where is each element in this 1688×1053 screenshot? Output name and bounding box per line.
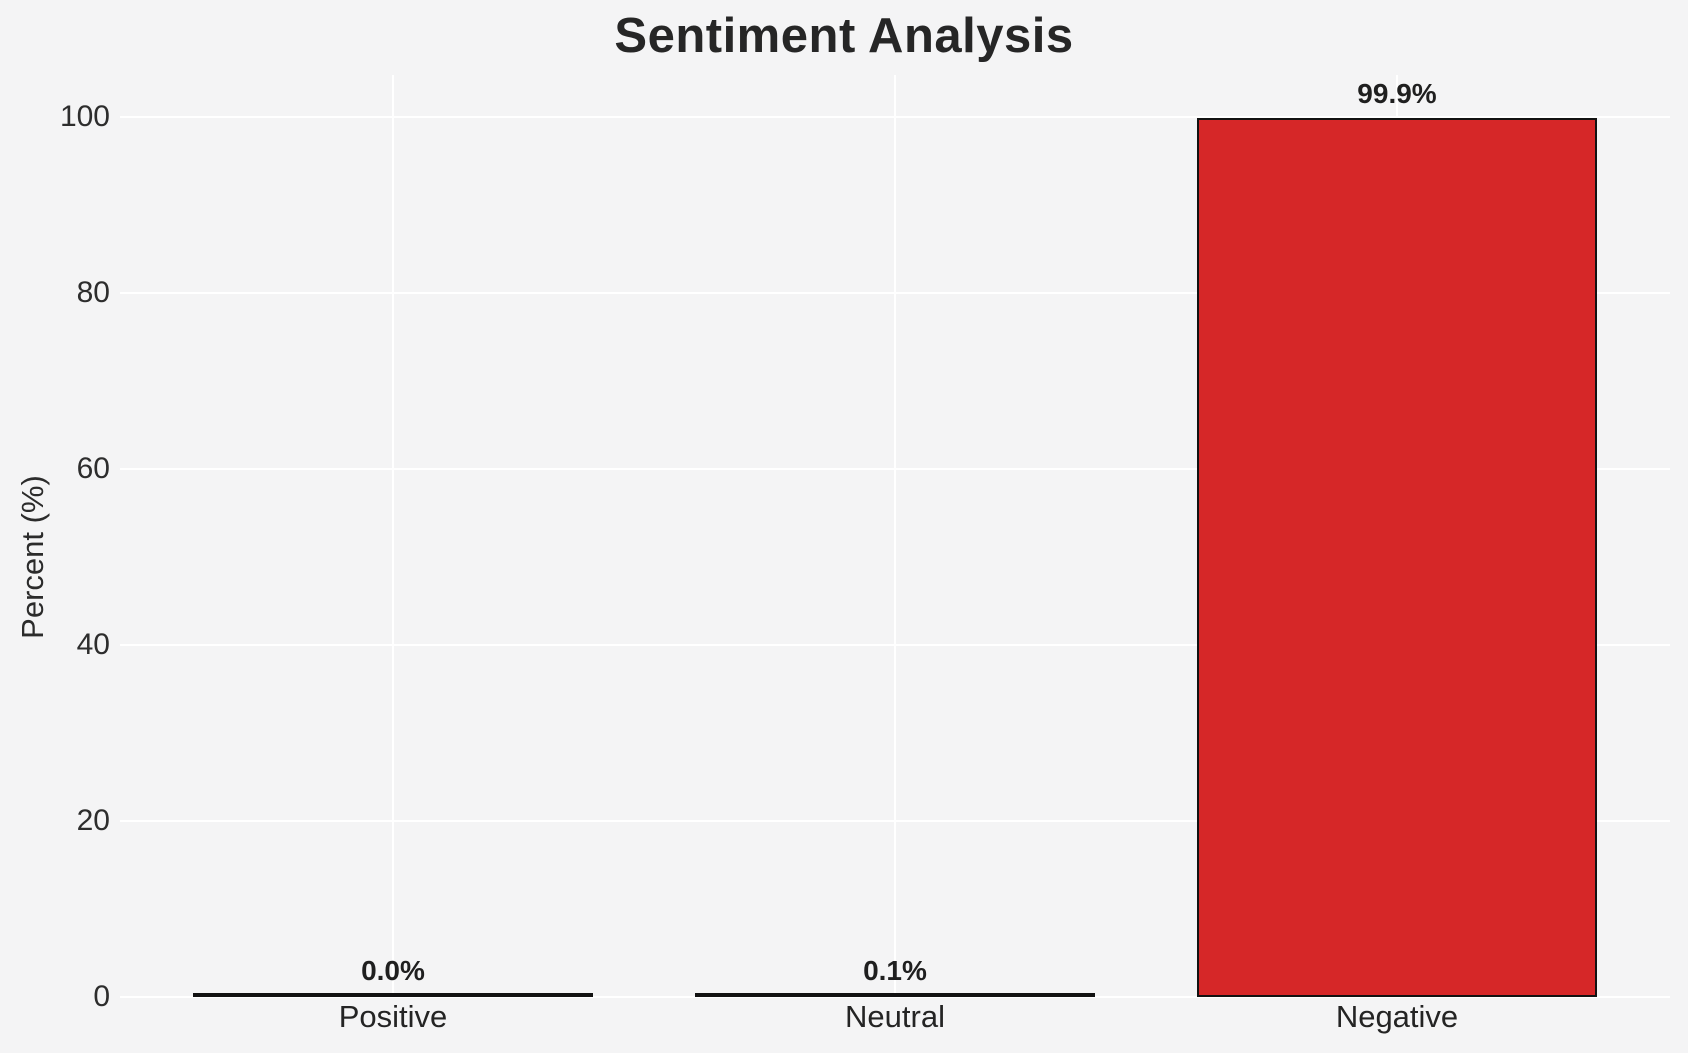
x-tick-label-negative: Negative [1335, 999, 1459, 1034]
bar-positive [193, 993, 593, 997]
y-tick-label: 100 [59, 100, 110, 134]
bar-value-label: 99.9% [1357, 78, 1437, 109]
y-axis-label: Percent (%) [15, 475, 50, 639]
chart-title: Sentiment Analysis [614, 9, 1074, 63]
bar-negative [1197, 118, 1597, 997]
bar-value-label: 0.1% [863, 955, 927, 986]
plot-area: 0.0% 0.1% 99.9% [120, 75, 1670, 998]
y-tick-label: 60 [76, 452, 110, 486]
x-tick-label-neutral: Neutral [845, 999, 945, 1034]
gridline-vertical [392, 75, 394, 997]
y-tick-label: 0 [93, 980, 110, 1013]
bar-neutral [695, 993, 1095, 997]
gridline-horizontal [120, 996, 1670, 998]
y-tick-label: 80 [76, 276, 110, 310]
gridline-vertical [894, 75, 896, 997]
y-tick-label: 20 [76, 804, 110, 838]
y-tick-label: 40 [76, 628, 110, 662]
x-tick-label-positive: Positive [338, 999, 448, 1034]
bar-value-label: 0.0% [361, 955, 425, 986]
